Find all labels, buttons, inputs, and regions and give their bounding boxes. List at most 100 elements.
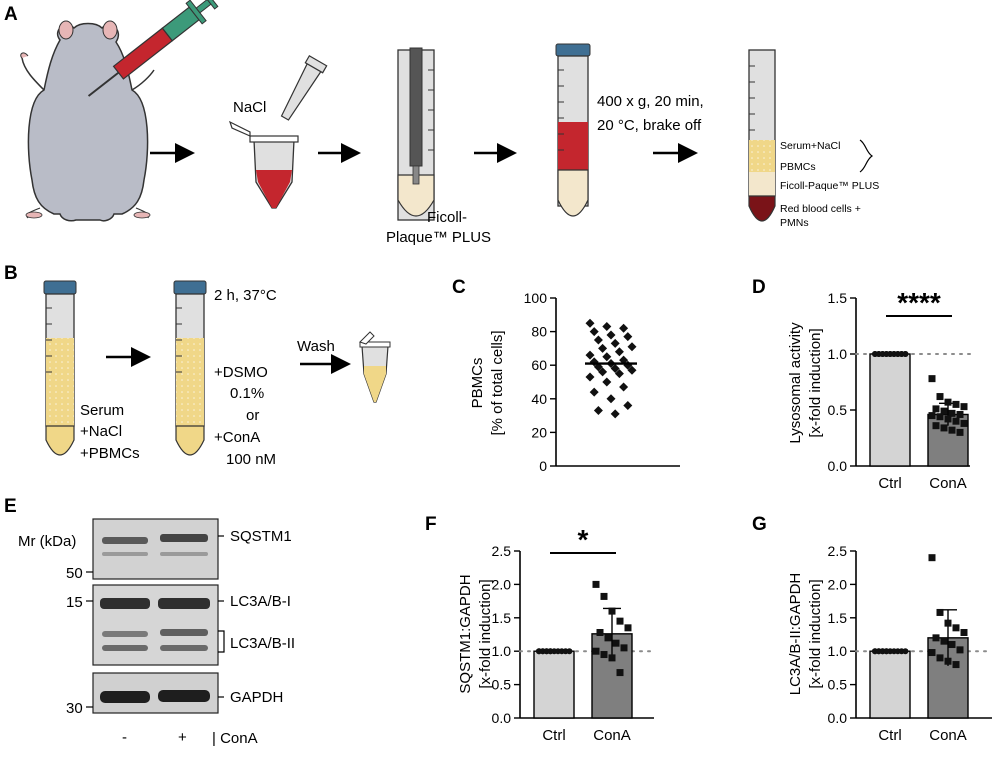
band-lc3i-cona (158, 598, 210, 609)
data-point-cona (596, 628, 604, 636)
data-point-cona (960, 419, 968, 427)
data-point-cona (944, 657, 952, 665)
data-point-cona (936, 393, 944, 401)
band-lc3i-ctrl (100, 598, 150, 609)
data-point-cona (928, 649, 936, 657)
data-point-cona (936, 608, 944, 616)
data-point-cona (936, 413, 944, 421)
y-tick-label: 0.0 (828, 458, 848, 474)
gapdh-label: GAPDH (230, 689, 283, 706)
band-lc3ii-cona-lower (160, 645, 208, 651)
y-tick-label: 1.0 (492, 643, 512, 659)
data-point-ctrl (547, 648, 554, 655)
y-tick-label: 80 (531, 324, 547, 340)
y-tick-label: 1.5 (828, 610, 848, 626)
band-sqstm1-cona-lower (160, 552, 208, 556)
data-point-cona (612, 639, 620, 647)
significance-label: * (578, 524, 589, 555)
y-tick-label: 1.0 (828, 346, 848, 362)
treat-label-1: +DSMO (214, 364, 268, 381)
blot-lc3 (92, 584, 219, 666)
ficoll-tube: Ficoll- Plaque™ PLUS (386, 47, 491, 246)
y-tick-label: 0 (539, 458, 547, 474)
cona-label: | ConA (212, 730, 258, 747)
scatter-point (614, 347, 624, 357)
scatter-point (610, 338, 620, 348)
y-tick-label: 2.0 (828, 576, 848, 592)
y-tick-label: 20 (531, 424, 547, 440)
layer-rbc-label-2: PMNs (780, 217, 809, 229)
scatter-point (598, 367, 608, 377)
y-tick-label: 2.5 (828, 543, 848, 559)
panel-d-chart: D Lysosomal activity [x-fold induction] … (752, 277, 971, 492)
band-sqstm1-ctrl (102, 537, 148, 544)
data-point-cona (960, 628, 968, 636)
data-point-cona (956, 428, 964, 436)
tube-serum-pbmc: Serum +NaCl +PBMCs (43, 280, 140, 462)
y-tick-label: 0.5 (828, 402, 848, 418)
data-point-cona (932, 405, 940, 413)
data-point-cona (940, 637, 948, 645)
panel-a: A (4, 0, 879, 246)
scatter-point (627, 365, 637, 375)
scatter-point (602, 352, 612, 362)
data-point-cona (952, 417, 960, 425)
lane-minus-label: - (122, 729, 127, 746)
y-tick-label: 0.0 (828, 710, 848, 726)
mw-15-label: 15 (66, 594, 83, 611)
scatter-point (606, 330, 616, 340)
data-point-cona (608, 607, 616, 615)
data-point-cona (944, 398, 952, 406)
layer-pbmc-label: PBMCs (780, 161, 816, 173)
data-point-cona (928, 554, 936, 562)
data-point-cona (952, 624, 960, 632)
panel-g-ylabel-2: [x-fold induction] (807, 579, 824, 688)
y-tick-label: 100 (524, 290, 548, 306)
scatter-point (606, 394, 616, 404)
data-point-cona (616, 617, 624, 625)
data-point-cona (592, 580, 600, 588)
treat-label-3: or (246, 407, 259, 424)
data-point-cona (944, 619, 952, 627)
x-category-label: ConA (929, 727, 967, 744)
mw-50-label: 50 (66, 565, 83, 582)
data-point-cona (960, 403, 968, 411)
data-point-cona (600, 651, 608, 659)
scatter-point (593, 335, 603, 345)
bar-ctrl (533, 650, 575, 719)
treat-label-5: 100 nM (226, 451, 276, 468)
data-point-cona (620, 644, 628, 652)
layer-ficoll-label: Ficoll-Paque™ PLUS (780, 180, 879, 192)
panel-c-ylabel-2: [% of total cells] (489, 330, 506, 435)
panel-d-ylabel-1: Lysosomal activity (787, 322, 804, 444)
ficoll-label-2: Plaque™ PLUS (386, 229, 491, 246)
panel-f-ylabel-1: SQSTM1:GAPDH (457, 574, 474, 693)
data-point-ctrl (566, 648, 573, 655)
band-lc3ii-cona-upper (160, 629, 208, 636)
panel-g-letter: G (752, 514, 767, 535)
mw-30-label: 30 (66, 700, 83, 717)
scatter-point (589, 387, 599, 397)
y-tick-label: 0.0 (492, 710, 512, 726)
scatter-point (619, 323, 629, 333)
y-tick-label: 1.0 (828, 643, 848, 659)
panel-c-chart: C PBMCs [% of total cells] 0 20 40 60 80 100 (452, 277, 680, 474)
band-lc3ii-ctrl-lower (102, 645, 148, 651)
y-tick-label: 2.0 (492, 576, 512, 592)
lc3-ii-label: LC3A/B-II (230, 635, 295, 652)
x-category-label: Ctrl (878, 475, 901, 492)
data-point-cona (956, 410, 964, 418)
data-point-cona (948, 409, 956, 417)
panel-d-letter: D (752, 277, 766, 298)
spin-label-2: 20 °C, brake off (597, 117, 702, 134)
data-point-cona (928, 375, 936, 383)
panel-f-chart: F SQSTM1:GAPDH [x-fold induction] 0.0 0.5… (425, 514, 655, 744)
wash-label: Wash (297, 338, 335, 355)
data-point-cona (624, 624, 632, 632)
panel-b-letter: B (4, 263, 18, 284)
layer-serum-label: Serum+NaCl (780, 140, 840, 152)
data-point-ctrl (883, 648, 890, 655)
mr-label: Mr (kDa) (18, 533, 76, 550)
scatter-point (585, 372, 595, 382)
